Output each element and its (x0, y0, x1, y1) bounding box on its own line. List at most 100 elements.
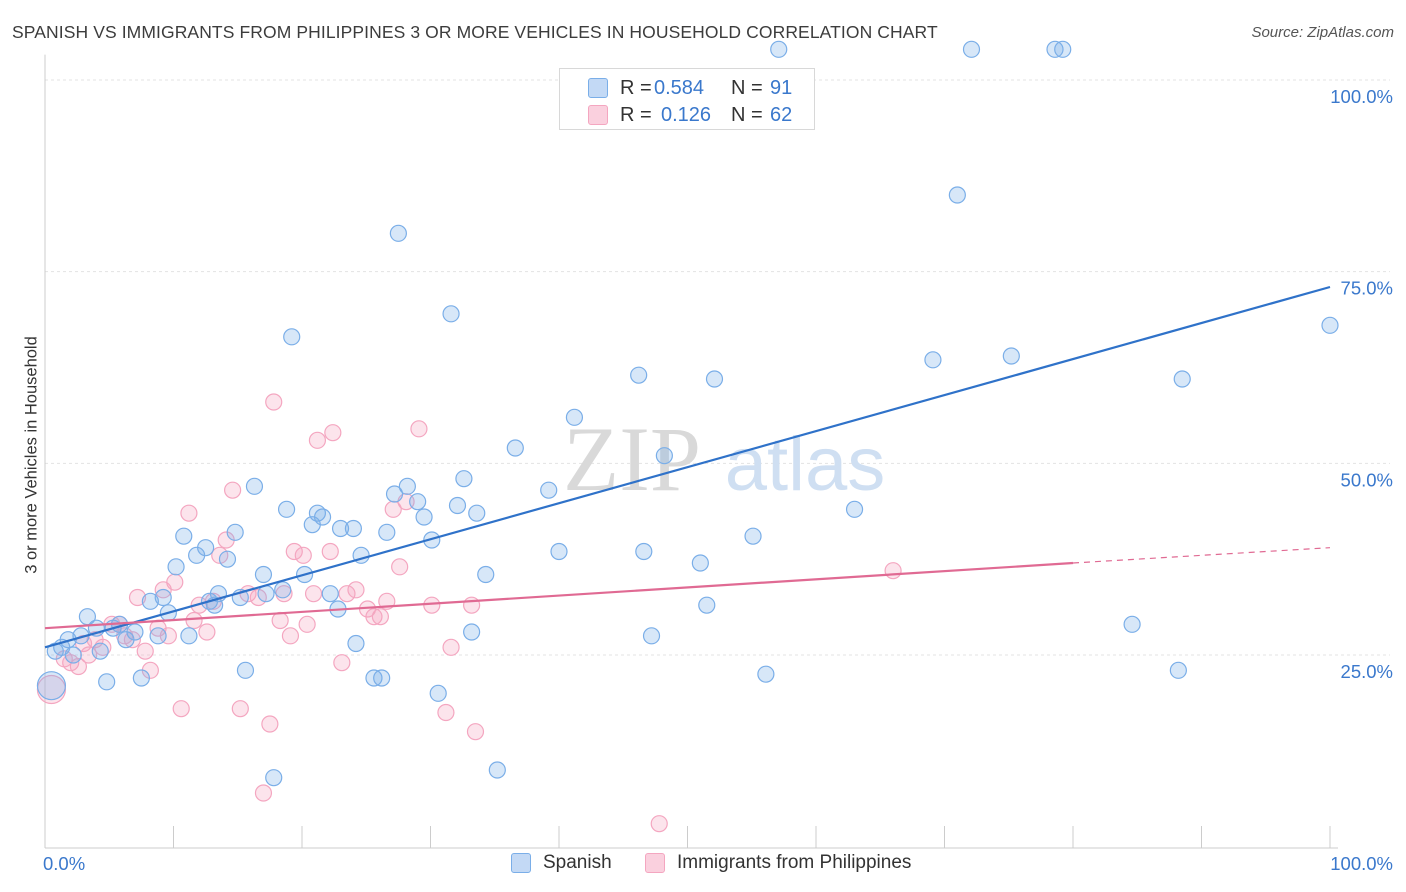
axes (44, 54, 1338, 849)
data-point (321, 585, 339, 603)
data-point (1002, 347, 1020, 365)
data-point (167, 558, 185, 576)
data-point (477, 565, 495, 584)
data-point (437, 703, 455, 722)
legend-swatch-philippines (645, 853, 665, 873)
data-point (410, 420, 428, 438)
data-point (409, 493, 427, 511)
legend-n-value: 62 (770, 104, 793, 126)
data-point (180, 627, 198, 645)
data-point (448, 496, 467, 515)
data-point (141, 592, 159, 610)
data-point (175, 527, 193, 545)
y-tick-label: 25.0% (1341, 661, 1393, 682)
y-tick-label: 50.0% (1341, 469, 1393, 490)
data-point (172, 700, 190, 718)
watermark-zip: ZIP (563, 408, 701, 510)
data-point (650, 815, 668, 833)
source-label: Source: ZipAtlas.com (1251, 24, 1394, 41)
y-axis-title: 3 or more Vehicles in Household (22, 336, 41, 574)
correlation-legend: R = 0.584 N = 91 R = 0.126 N = 62 (559, 68, 815, 130)
data-point (294, 546, 312, 564)
data-point (136, 642, 154, 660)
y-tick-label: 100.0% (1330, 86, 1393, 107)
data-point (948, 186, 966, 204)
data-point (365, 608, 383, 626)
data-point (261, 715, 279, 733)
data-point (313, 508, 332, 526)
data-point (91, 642, 109, 660)
legend-r-label: R = (620, 77, 652, 99)
legend-n-label: N = (731, 104, 763, 126)
data-point (283, 328, 301, 346)
data-point (884, 562, 902, 580)
data-point (218, 550, 237, 568)
grid (45, 79, 1390, 656)
data-point (770, 40, 788, 58)
points-spanish (36, 40, 1339, 787)
data-point (506, 439, 524, 457)
data-point (285, 542, 303, 561)
data-point (154, 588, 172, 607)
data-point (550, 542, 568, 561)
data-point (126, 623, 144, 641)
data-point (231, 700, 249, 718)
data-point (378, 523, 396, 541)
legend-r-value: 0.126 (661, 104, 712, 126)
x-tick-label: 100.0% (1330, 853, 1393, 874)
data-point (565, 408, 584, 426)
data-point (744, 527, 762, 545)
data-point (347, 634, 365, 653)
y-tick-label: 75.0% (1341, 278, 1393, 299)
data-point (98, 673, 116, 691)
data-point (705, 370, 724, 388)
data-point (391, 558, 409, 576)
data-point (1321, 316, 1339, 334)
data-point (389, 224, 407, 242)
data-point (691, 554, 709, 572)
legend-r-value: 0.584 (654, 77, 705, 99)
data-point (224, 481, 242, 499)
data-point (245, 477, 264, 495)
data-point (254, 784, 273, 802)
data-point (344, 519, 362, 538)
data-point (655, 447, 673, 465)
data-point (132, 669, 150, 687)
data-point (254, 565, 273, 584)
legend-swatch-spanish (511, 853, 531, 873)
legend-swatch-spanish (588, 78, 608, 98)
trend-line (44, 285, 1331, 649)
data-point (642, 627, 661, 645)
trend-lines (44, 285, 1331, 649)
data-point (488, 761, 506, 779)
data-point (698, 596, 716, 614)
data-point (197, 539, 215, 557)
legend-row-spanish: R = 0.584 N = 91 (560, 75, 814, 103)
data-point (347, 581, 365, 599)
data-point (324, 424, 342, 442)
data-point (298, 615, 316, 633)
watermark-atlas: atlas (725, 422, 886, 507)
data-point (236, 661, 255, 679)
data-point (757, 665, 775, 683)
data-point (1054, 40, 1072, 58)
data-point (185, 611, 203, 630)
data-point (249, 588, 267, 607)
trend-line (44, 561, 1074, 630)
data-point (277, 500, 296, 518)
data-point (198, 623, 216, 641)
data-point (271, 611, 289, 630)
data-point (466, 723, 485, 741)
trend-line-extension (1072, 547, 1331, 564)
legend-n-label: N = (731, 77, 763, 99)
data-point (442, 638, 460, 656)
data-point (338, 585, 356, 603)
data-point (149, 627, 167, 645)
legend-n-value: 91 (770, 77, 793, 99)
data-point (845, 500, 864, 518)
data-point (36, 671, 67, 701)
x-tick-label: 0.0% (43, 853, 85, 874)
data-point (166, 573, 184, 591)
data-point (373, 669, 391, 687)
